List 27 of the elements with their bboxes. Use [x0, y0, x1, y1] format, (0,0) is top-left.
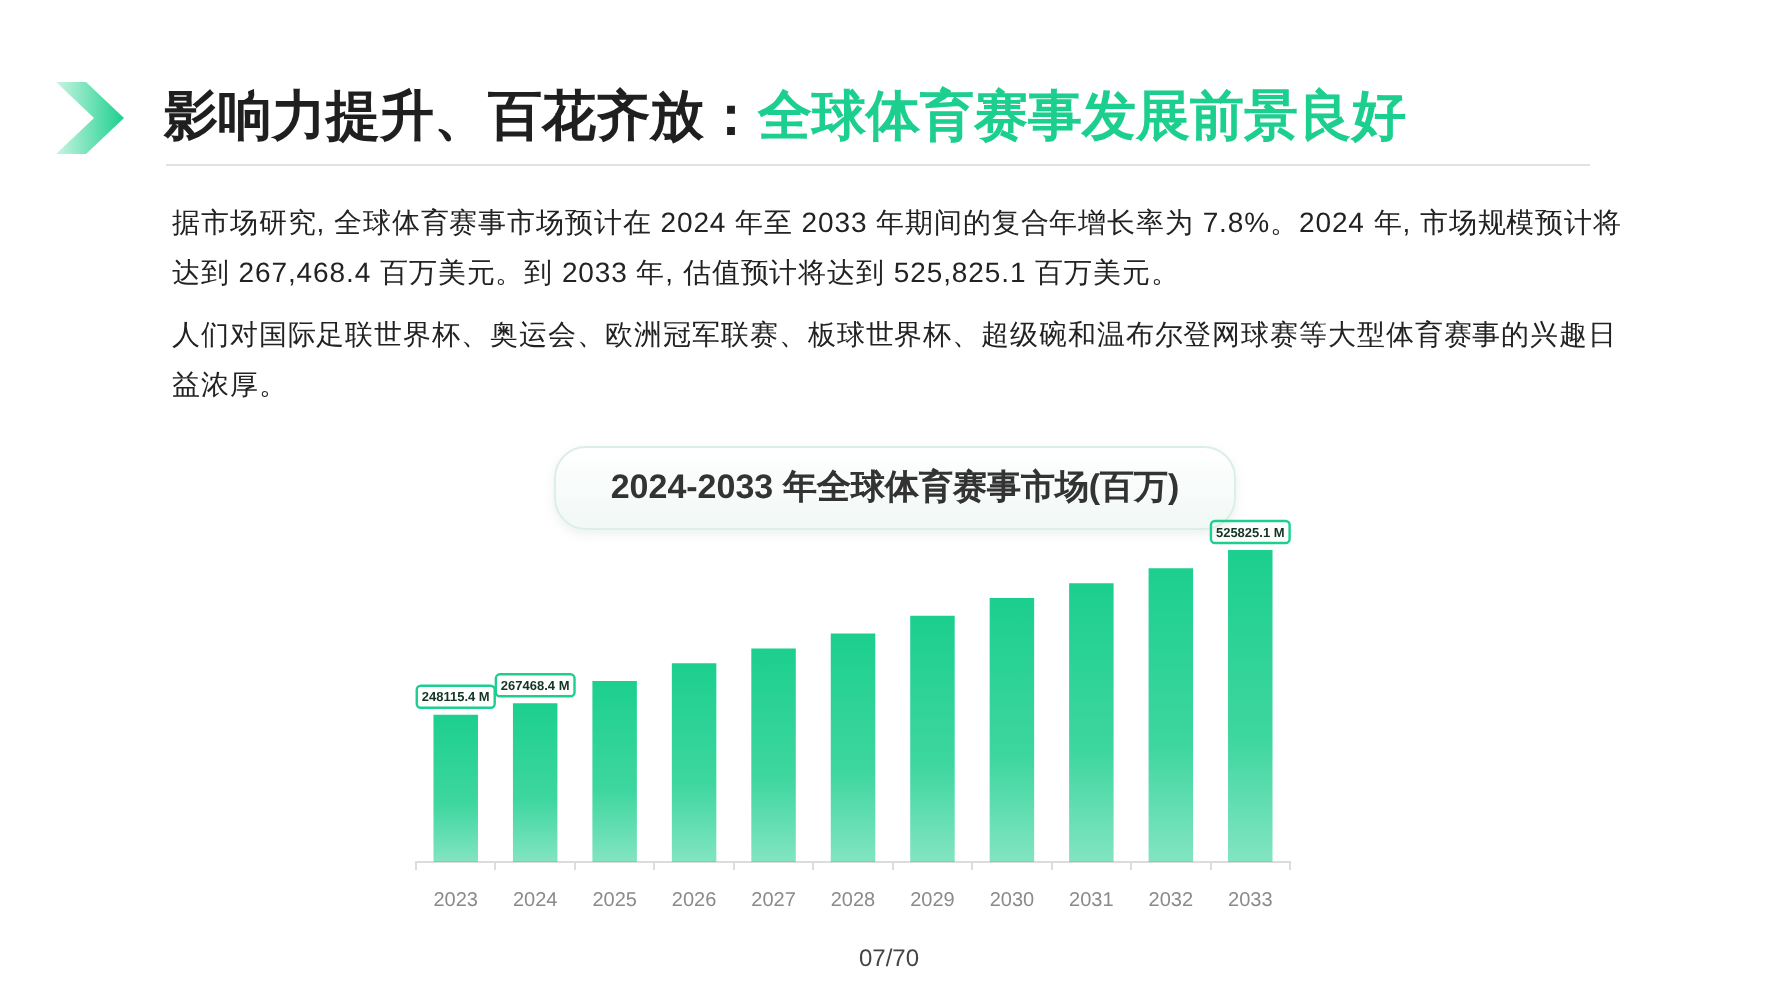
x-tick-label: 2028 [830, 889, 877, 912]
bar [1069, 583, 1114, 862]
x-tick-label: 2032 [1148, 889, 1194, 912]
bar [1228, 550, 1273, 862]
text: 影响力提升、百花齐放： [164, 86, 758, 146]
text: 全球体育赛事发展前景良好 [758, 86, 1406, 146]
bar [830, 633, 876, 862]
x-tick-label: 2024 [512, 889, 559, 912]
bar [512, 703, 558, 862]
bar [1148, 568, 1194, 862]
x-tick-label: 2031 [1069, 889, 1115, 912]
bar [671, 663, 717, 862]
bar [592, 681, 637, 862]
bar [751, 648, 796, 862]
bar [910, 615, 955, 862]
text: 07/70 [856, 942, 922, 976]
x-tick-label: 2023 [433, 889, 479, 912]
x-tick-label: 2027 [751, 889, 797, 912]
text: 人们对国际足联世界杯、奥运会、欧洲冠军联赛、板球世界杯、超级碗和温布尔登网球赛等大型体育赛事的兴趣日益浓厚。 [172, 316, 1619, 404]
bar [989, 597, 1035, 862]
x-tick-label: 2026 [671, 889, 718, 912]
x-tick-label: 2029 [910, 889, 956, 912]
x-tick-label: 2025 [592, 889, 638, 912]
x-tick-label: 2033 [1228, 889, 1274, 912]
x-tick-label: 2030 [989, 889, 1036, 912]
bar [433, 714, 478, 862]
text: 据市场研究, 全球体育赛事市场预计在 2024 年至 2033 年期间的复合年增长率为 7.8%。2024 年, 市场规模预计将达到 267,468.4 百万美元。到 2033 年, 估值预计将达到 525,825.1 百万美元。 [172, 204, 1625, 292]
